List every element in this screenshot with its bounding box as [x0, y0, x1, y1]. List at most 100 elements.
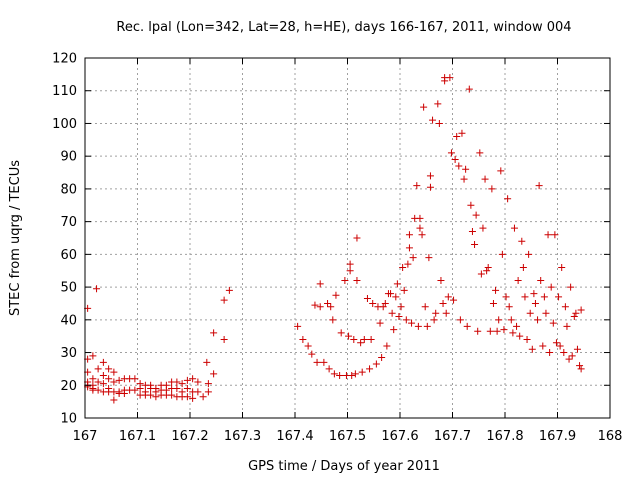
- data-point: [547, 283, 555, 291]
- data-point: [387, 290, 395, 298]
- data-point: [546, 349, 554, 357]
- data-point: [327, 303, 335, 311]
- data-point: [115, 376, 123, 384]
- data-point: [526, 309, 534, 317]
- x-tick-label: 167.7: [434, 429, 471, 444]
- y-tick-label: 40: [60, 313, 77, 328]
- data-point: [500, 326, 508, 334]
- data-point: [577, 365, 585, 373]
- data-point: [311, 301, 319, 309]
- data-point: [539, 342, 547, 350]
- data-point: [405, 244, 413, 252]
- data-point: [518, 237, 526, 245]
- data-point: [467, 201, 475, 209]
- data-point: [168, 391, 176, 399]
- data-point: [94, 378, 102, 386]
- data-point: [507, 316, 515, 324]
- data-point: [414, 322, 422, 330]
- data-point: [173, 378, 181, 386]
- data-point: [426, 172, 434, 180]
- data-point: [409, 254, 417, 262]
- data-point: [220, 296, 228, 304]
- data-point: [567, 283, 575, 291]
- data-point: [99, 371, 107, 379]
- data-point: [358, 368, 366, 376]
- data-point: [353, 277, 361, 285]
- data-point: [420, 103, 428, 111]
- data-point: [131, 375, 139, 383]
- data-point: [504, 195, 512, 203]
- data-point: [136, 385, 144, 393]
- data-point: [476, 149, 484, 157]
- data-point: [549, 319, 557, 327]
- data-point: [381, 299, 389, 307]
- data-point: [395, 313, 403, 321]
- data-point: [537, 277, 545, 285]
- data-point: [400, 286, 408, 294]
- data-point: [437, 277, 445, 285]
- data-point: [544, 231, 552, 239]
- y-tick-label: 100: [52, 117, 77, 132]
- data-point: [458, 129, 466, 137]
- data-point: [425, 254, 433, 262]
- x-tick-label: 167.9: [539, 429, 576, 444]
- axes-layer: 167 167.1 167.2 167.3 167.4 167.5 167.6 167.7 16…: [52, 52, 622, 445]
- data-point: [189, 375, 197, 383]
- data-point: [446, 74, 454, 82]
- x-tick-label: 168: [598, 429, 623, 444]
- data-point: [99, 380, 107, 388]
- data-point: [392, 293, 400, 301]
- data-point: [225, 286, 233, 294]
- data-point: [366, 365, 374, 373]
- data-point: [525, 250, 533, 258]
- data-point: [304, 342, 312, 350]
- y-tick-label: 110: [52, 84, 77, 99]
- data-point: [390, 326, 398, 334]
- data-point: [471, 241, 479, 249]
- data-point: [455, 162, 463, 170]
- data-point: [99, 358, 107, 366]
- data-point: [204, 388, 212, 396]
- data-point: [337, 329, 345, 337]
- data-point: [416, 224, 424, 232]
- data-point: [421, 303, 429, 311]
- data-point: [444, 293, 452, 301]
- data-point: [350, 335, 358, 343]
- data-point: [530, 290, 538, 298]
- x-tick-label: 167.3: [224, 429, 261, 444]
- data-point: [357, 339, 365, 347]
- data-point: [376, 319, 384, 327]
- data-point: [351, 370, 359, 378]
- data-point: [493, 327, 501, 335]
- data-point: [519, 263, 527, 271]
- data-point: [563, 322, 571, 330]
- data-point: [429, 116, 437, 124]
- data-point: [89, 375, 97, 383]
- data-point: [413, 182, 421, 190]
- data-point: [93, 285, 101, 293]
- data-point: [131, 386, 139, 394]
- x-axis-label: GPS time / Days of year 2011: [248, 459, 440, 474]
- data-point: [551, 231, 559, 239]
- y-tick-label: 30: [60, 346, 77, 361]
- data-point: [388, 309, 396, 317]
- data-point: [330, 370, 338, 378]
- data-point: [514, 277, 522, 285]
- data-point: [120, 389, 128, 397]
- y-tick-label: 50: [60, 281, 77, 296]
- x-tick-label: 167.6: [381, 429, 418, 444]
- data-point: [183, 376, 191, 384]
- data-point: [320, 358, 328, 366]
- data-point: [210, 370, 218, 378]
- data-point: [345, 332, 353, 340]
- data-point: [561, 303, 569, 311]
- data-point: [460, 175, 468, 183]
- data-point: [439, 299, 447, 307]
- data-point: [372, 360, 380, 368]
- data-point: [523, 335, 531, 343]
- data-point: [479, 224, 487, 232]
- data-point: [565, 355, 573, 363]
- y-tick-label: 80: [60, 182, 77, 197]
- data-point: [423, 322, 431, 330]
